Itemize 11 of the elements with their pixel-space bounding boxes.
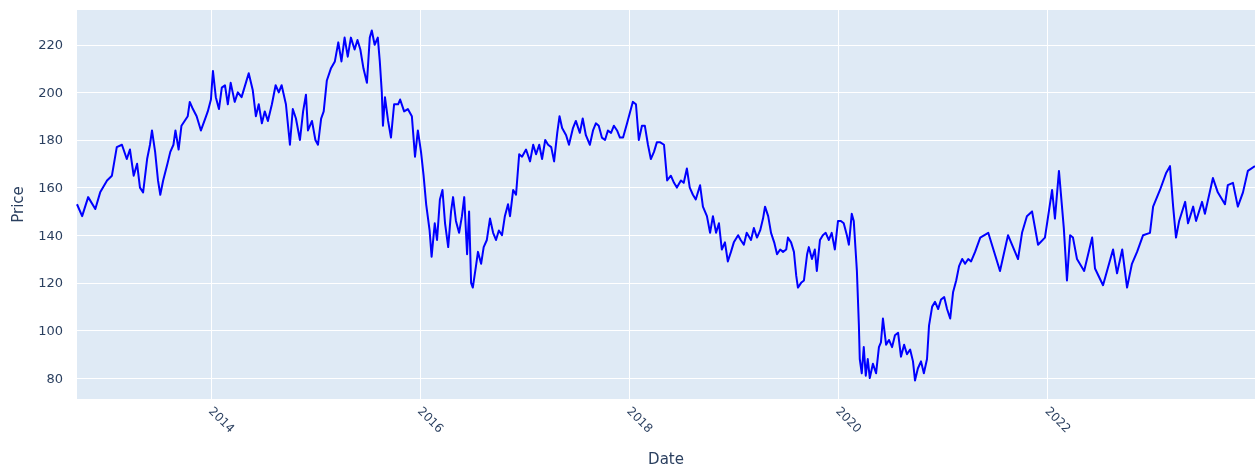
- y-tick-label: 160: [38, 180, 63, 196]
- y-tick-label: 180: [38, 132, 63, 148]
- y-tick-label: 140: [38, 227, 63, 243]
- y-tick-label: 80: [46, 370, 63, 386]
- y-axis-title: Price: [8, 186, 27, 223]
- x-axis-title: Date: [648, 449, 684, 468]
- y-tick-label: 120: [38, 275, 63, 291]
- y-tick-label: 220: [38, 37, 63, 53]
- line-series: [76, 29, 1255, 382]
- y-tick-label: 200: [38, 84, 63, 100]
- y-tick-label: 100: [38, 322, 63, 338]
